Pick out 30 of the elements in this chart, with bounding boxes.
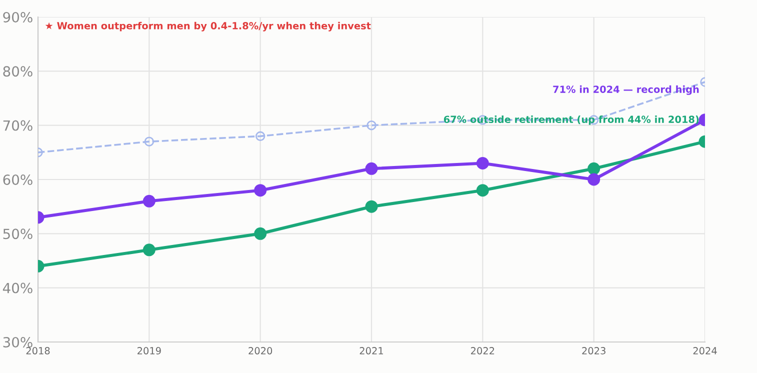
y-tick-label: 40% <box>2 282 32 294</box>
point <box>366 120 376 130</box>
x-tick-label: 2023 <box>582 347 606 354</box>
y-tick-label: 70% <box>3 120 32 131</box>
y-tick-label: 50% <box>3 228 32 240</box>
x-tick-label: 2018 <box>26 347 50 354</box>
point <box>255 131 266 142</box>
point <box>144 136 154 146</box>
annotation: ★ Women outperform men by 0.4-1.8%/yr when they invest <box>45 22 371 32</box>
y-tick-label: 30% <box>3 336 32 348</box>
point <box>254 227 267 240</box>
point <box>588 162 600 175</box>
y-tick-label: 60% <box>3 174 32 185</box>
point <box>142 244 156 256</box>
point <box>476 184 489 197</box>
point <box>142 194 156 208</box>
x-tick-label: 2021 <box>360 347 383 354</box>
point <box>588 173 600 186</box>
x-tick-label: 2020 <box>248 347 272 354</box>
y-tick-label: 90% <box>3 12 32 22</box>
point <box>365 200 378 213</box>
x-tick-label: 2019 <box>138 347 161 354</box>
y-tick-label: 80% <box>3 66 32 77</box>
x-tick-label: 2024 <box>693 347 717 354</box>
point <box>476 157 489 170</box>
point <box>365 162 378 175</box>
x-tick-label: 2022 <box>471 347 494 354</box>
point <box>254 184 267 197</box>
annotation: 71% in 2024 — record high <box>553 85 699 95</box>
annotation: 67% outside retirement (up from 44% in 2018) <box>444 116 699 125</box>
